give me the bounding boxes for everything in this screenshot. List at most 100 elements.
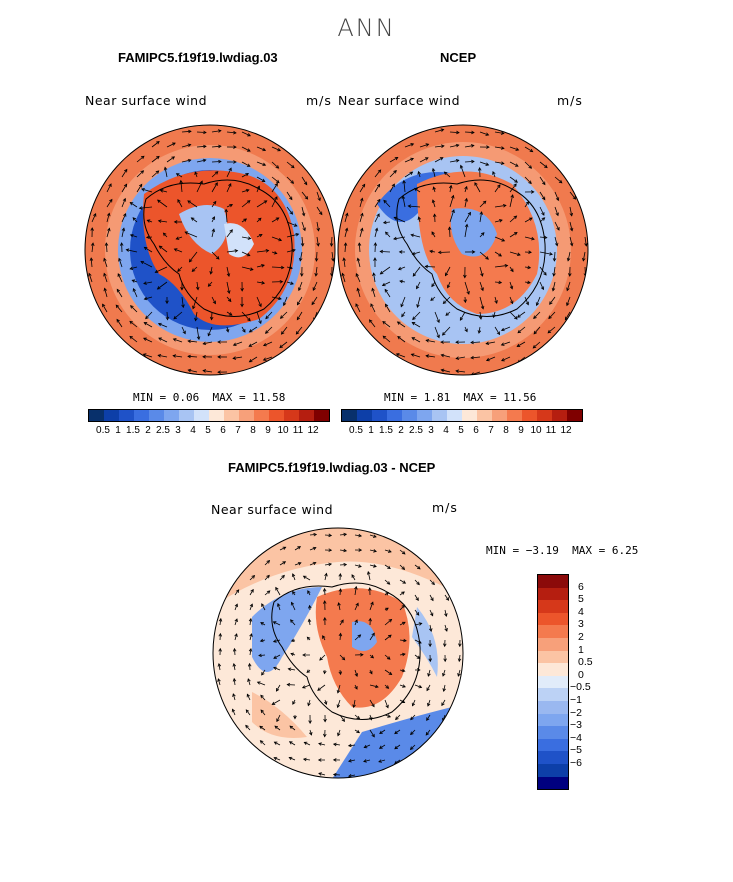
wind-vector bbox=[384, 579, 390, 585]
colorbar-swatch bbox=[432, 410, 447, 421]
wind-vector bbox=[524, 161, 532, 169]
wind-vector-head bbox=[500, 161, 505, 165]
wind-vector-head bbox=[393, 216, 398, 220]
wind-vector-head bbox=[207, 332, 211, 337]
wind-vector bbox=[429, 594, 434, 601]
wind-vector-head bbox=[498, 280, 503, 285]
wind-vector bbox=[207, 326, 213, 336]
wind-vector-head bbox=[412, 272, 417, 277]
wind-vector-head bbox=[527, 265, 532, 270]
wind-vector bbox=[394, 217, 406, 223]
wind-vector bbox=[410, 234, 421, 238]
wind-vector bbox=[121, 169, 128, 178]
wind-vector bbox=[256, 234, 263, 238]
wind-vector bbox=[166, 311, 168, 320]
wind-vector-head bbox=[157, 353, 162, 358]
wind-vector bbox=[449, 144, 459, 148]
wind-vector bbox=[324, 534, 332, 536]
wind-vector bbox=[141, 188, 153, 193]
wind-vector-head bbox=[316, 242, 320, 247]
panel1-title: FAMIPC5.f19f19.lwdiag.03 bbox=[118, 50, 278, 65]
wind-vector bbox=[234, 603, 238, 611]
wind-vector-head bbox=[261, 603, 265, 607]
wind-vector-head bbox=[356, 257, 361, 262]
wind-vector-head bbox=[387, 565, 391, 570]
wind-vector-head bbox=[548, 315, 552, 320]
wind-vector bbox=[533, 311, 541, 319]
wind-vector-head bbox=[187, 368, 192, 373]
wind-vector bbox=[281, 326, 288, 335]
wind-vector-head bbox=[262, 357, 267, 361]
wind-vector bbox=[275, 587, 281, 596]
wind-vector-head bbox=[439, 157, 444, 161]
wind-vector-head bbox=[410, 143, 415, 147]
wind-vector bbox=[147, 219, 153, 223]
wind-vector bbox=[389, 183, 395, 193]
wind-vector-head bbox=[297, 287, 302, 292]
wind-vector bbox=[333, 774, 341, 776]
wind-vector-head bbox=[218, 617, 223, 622]
wind-vector-head bbox=[431, 167, 436, 172]
wind-vector-head bbox=[355, 303, 359, 307]
wind-vector-head bbox=[401, 668, 406, 673]
wind-vector-head bbox=[417, 170, 421, 175]
wind-vector-head bbox=[543, 271, 547, 276]
wind-vector-head bbox=[496, 331, 500, 336]
wind-vector bbox=[163, 232, 168, 238]
wind-vector-head bbox=[278, 296, 282, 301]
wind-vector bbox=[234, 648, 236, 656]
wind-vector-head bbox=[407, 204, 412, 208]
wind-vector bbox=[173, 338, 183, 343]
wind-vector-head bbox=[542, 181, 546, 186]
wind-vector bbox=[464, 212, 471, 223]
wind-vector-head bbox=[371, 733, 375, 738]
wind-vector bbox=[121, 228, 125, 238]
wind-vector bbox=[256, 296, 262, 307]
wind-vector-head bbox=[440, 340, 444, 344]
colorbar-tick-label: 4 bbox=[578, 605, 584, 618]
wind-vector-head bbox=[361, 183, 366, 188]
wind-vector-head bbox=[217, 129, 222, 133]
wind-vector bbox=[256, 264, 265, 268]
wind-vector bbox=[337, 729, 341, 736]
wind-vector bbox=[479, 131, 489, 136]
wind-vector-head bbox=[289, 196, 293, 201]
wind-vector-head bbox=[455, 369, 460, 373]
wind-vector-head bbox=[227, 298, 232, 303]
wind-vector-head bbox=[393, 236, 397, 241]
wind-vector bbox=[369, 602, 374, 611]
wind-vector-head bbox=[248, 617, 253, 622]
wind-vector-head bbox=[303, 181, 308, 186]
panel3-field-west-trough bbox=[252, 587, 322, 672]
wind-vector-head bbox=[231, 708, 236, 713]
wind-vector-head bbox=[509, 285, 514, 290]
wind-vector bbox=[426, 339, 436, 343]
wind-vector-head bbox=[535, 302, 540, 307]
wind-vector bbox=[344, 228, 348, 238]
wind-vector-head bbox=[196, 336, 201, 341]
wind-vector bbox=[445, 266, 451, 276]
wind-vector-head bbox=[541, 196, 546, 201]
colorbar-tick-label: 0 bbox=[578, 668, 584, 681]
wind-vector bbox=[286, 249, 296, 253]
wind-vector bbox=[348, 744, 356, 747]
wind-vector bbox=[121, 213, 127, 223]
wind-vector bbox=[286, 161, 295, 169]
wind-vector bbox=[539, 251, 553, 255]
wind-vector-head bbox=[218, 632, 223, 637]
wind-vector bbox=[331, 236, 333, 247]
wind-vector-head bbox=[322, 587, 327, 592]
wind-vector bbox=[143, 353, 153, 358]
wind-vector-head bbox=[109, 198, 113, 203]
wind-vector-head bbox=[300, 243, 305, 247]
wind-vector-head bbox=[372, 272, 376, 277]
wind-vector-head bbox=[384, 288, 388, 293]
wind-vector bbox=[351, 574, 356, 581]
wind-vector-head bbox=[245, 709, 250, 713]
wind-vector bbox=[429, 624, 432, 632]
wind-vector-head bbox=[195, 286, 200, 291]
wind-vector-head bbox=[480, 305, 485, 310]
wind-vector-head bbox=[258, 320, 262, 325]
wind-vector-head bbox=[424, 264, 429, 269]
wind-vector bbox=[369, 534, 377, 538]
